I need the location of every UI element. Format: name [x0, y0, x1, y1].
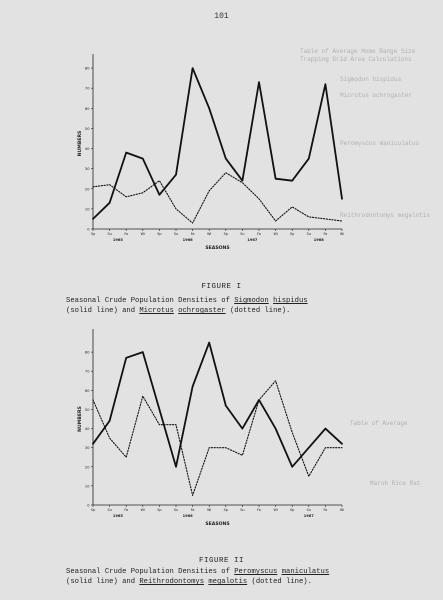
figure-1-y-tick-label: 10: [85, 207, 90, 211]
figure-2-chart: 0 10 20 30 40 50 60 70 80 Sp Su Fa Wi Sp Su Fa Wi Sp Su Fa W…: [77, 329, 344, 527]
figure-2-y-tick-label: 20: [85, 465, 90, 469]
figure-1-x-axis-label: SEASONS: [205, 245, 229, 251]
figure-1-caption-line-1: Seasonal Crude Population Densities of S…: [66, 296, 308, 306]
figure-2-x-tick-label: Wi: [141, 508, 145, 512]
figure-2-caption-line-2: (solid line) and Reithrodontomys megalot…: [66, 577, 312, 587]
figure-2-x-tick-label: Su: [240, 508, 244, 512]
figure-1-x-tick-label: Su: [107, 232, 111, 236]
figure-1-caption-2-part-3: ochrogaster: [178, 307, 226, 315]
figure-2-year-label: 1967: [304, 514, 315, 518]
figure-1-y-tick-label: 80: [85, 67, 90, 71]
figure-1-x-tick-label: Sp: [290, 232, 294, 236]
figure-2-y-tick-label: 0: [87, 504, 90, 508]
figure-1-year-label: 1968: [314, 238, 325, 242]
figure-1-y-axis-label: NUMBERS: [77, 131, 83, 157]
figure-2-y-tick-label: 30: [85, 446, 90, 450]
figure-1-caption-1-part-1: Sigmodon: [234, 297, 269, 305]
figure-2-x-tick-label: Su: [107, 508, 111, 512]
figure-2-x-tick-label: Wi: [273, 508, 277, 512]
figure-2-x-tick-label: Sp: [91, 508, 95, 512]
figure-2-x-tick-label: Fa: [124, 508, 128, 512]
figure-2-caption-2-part-0: (solid line) and: [66, 578, 140, 586]
figure-1-year-label: 1966: [183, 238, 194, 242]
figure-1-y-tick-label: 60: [85, 107, 90, 111]
figure-1-x-tick-label: Wi: [273, 232, 277, 236]
figure-1-y-tick-label: 0: [87, 228, 90, 232]
figure-1-x-tick-label: Sp: [157, 232, 161, 236]
figure-2-y-tick-label: 60: [85, 389, 90, 393]
figure-2-x-tick-label: Wi: [207, 508, 211, 512]
figure-2-x-tick-label: Su: [307, 508, 311, 512]
figure-2-x-tick-label: Sp: [157, 508, 161, 512]
figure-1-caption-2-part-0: (solid line) and: [66, 307, 140, 315]
figure-1-x-tick-label: Fa: [257, 232, 261, 236]
figure-2-caption-1-part-0: Seasonal Crude Population Densities of: [66, 568, 235, 576]
figure-2-caption-1-part-3: maniculatus: [281, 568, 330, 576]
figure-1-y-tick-label: 20: [85, 187, 90, 191]
figure-1-x-tick-label: Fa: [124, 232, 128, 236]
figure-1-chart: 0 10 20 30 40 50 60 70 80 Sp Su Fa Wi Sp Su Fa Wi Sp Su Fa W…: [77, 54, 344, 251]
figure-2-year-label: 1965: [113, 514, 124, 518]
figure-1-x-tick-label: Wi: [340, 232, 344, 236]
figure-2-caption-2-part-1: Reithrodontomys: [139, 578, 205, 586]
figure-2-x-tick-label: Sp: [224, 508, 228, 512]
figure-1-y-tick-label: 40: [85, 147, 90, 151]
figure-2-x-axis-label: SEASONS: [205, 521, 229, 527]
figure-1-series-solid-line: [92, 67, 343, 220]
figure-1-y-tick-label: 50: [85, 127, 90, 131]
figure-2-x-tick-label: Sp: [290, 508, 294, 512]
figure-1-x-tick-label: Su: [174, 232, 178, 236]
figure-2-year-label: 1966: [183, 514, 194, 518]
figure-2-x-tick-label: Fa: [324, 508, 328, 512]
figure-2-y-tick-label: 50: [85, 408, 90, 412]
figure-1-year-label: 1965: [113, 238, 124, 242]
figure-2-x-tick-label: Fa: [191, 508, 195, 512]
figure-2-caption-1-part-1: Peromyscus: [234, 568, 278, 576]
figure-1-x-tick-label: Fa: [191, 232, 195, 236]
figure-1-caption-1-part-0: Seasonal Crude Population Densities of: [66, 297, 235, 305]
figure-1-caption-2-part-4: (dotted line).: [225, 307, 291, 315]
figure-1-x-tick-label: Sp: [224, 232, 228, 236]
figure-1-y-tick-label: 30: [85, 167, 90, 171]
page-number: 101: [214, 12, 229, 21]
figure-2-x-tick-label: Wi: [340, 508, 344, 512]
figure-1-title: FIGURE I: [201, 283, 242, 291]
figure-2-y-tick-label: 70: [85, 370, 90, 374]
figure-2-series-solid-line: [92, 341, 343, 468]
figure-1-y-tick-label: 70: [85, 87, 90, 91]
figure-1-x-tick-label: Wi: [141, 232, 145, 236]
figure-2-caption-2-part-3: megalotis: [208, 578, 248, 586]
figure-1-caption-2-part-1: Microtus: [139, 307, 174, 315]
figure-1-x-tick-label: Fa: [324, 232, 328, 236]
figure-2-x-tick-label: Fa: [257, 508, 261, 512]
figure-2-y-tick-label: 10: [85, 484, 90, 488]
figure-2-y-tick-label: 40: [85, 427, 90, 431]
figure-1-x-tick-label: Su: [307, 232, 311, 236]
figure-1-x-tick-label: Su: [240, 232, 244, 236]
figure-1-x-tick-label: Wi: [207, 232, 211, 236]
figure-2-x-tick-label: Su: [174, 508, 178, 512]
figure-1-caption-1-part-3: hispidus: [273, 297, 308, 305]
figure-1-x-tick-label: Sp: [91, 232, 95, 236]
figure-2-caption-2-part-4: (dotted line).: [247, 578, 312, 586]
figure-2-y-axis-label: NUMBERS: [77, 406, 83, 432]
figure-2-y-tick-label: 80: [85, 351, 90, 355]
figure-2-title: FIGURE II: [198, 557, 244, 565]
figure-1-series-dotted-line: [92, 172, 343, 224]
figure-2-caption-line-1: Seasonal Crude Population Densities of P…: [66, 567, 329, 577]
figure-1-year-label: 1967: [247, 238, 258, 242]
figure-2-series-dotted-line: [92, 380, 343, 496]
figure-1-caption-line-2: (solid line) and Microtus ochrogaster (d…: [66, 306, 290, 316]
